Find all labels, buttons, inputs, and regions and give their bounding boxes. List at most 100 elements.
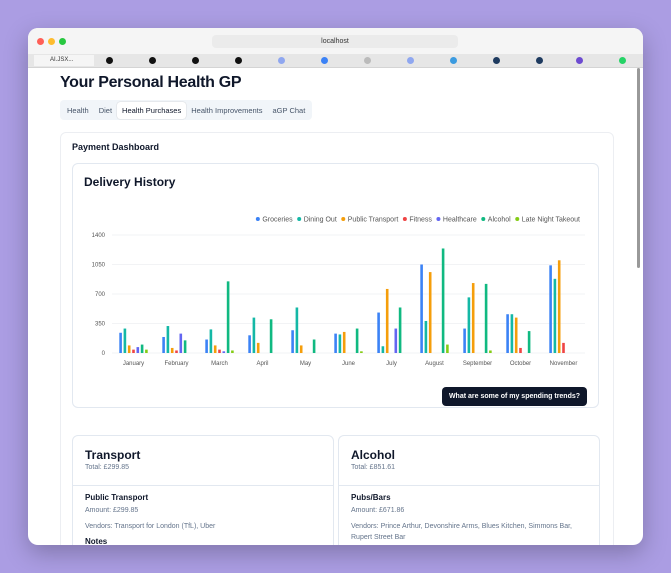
legend-label: Healthcare: [443, 217, 477, 224]
legend-label: Groceries: [262, 217, 293, 224]
legend-swatch: [255, 217, 260, 221]
legend-swatch: [436, 217, 441, 221]
tab-icon[interactable]: [149, 57, 156, 64]
x-tick-label: July: [386, 361, 397, 367]
scrollbar[interactable]: [637, 68, 640, 268]
bar: [446, 344, 449, 353]
bar: [510, 314, 514, 353]
tab-icon[interactable]: [278, 57, 285, 64]
browser-tab[interactable]: AI.JSX...: [34, 55, 94, 66]
bar: [140, 344, 144, 353]
bar: [175, 350, 178, 353]
bar: [342, 331, 346, 353]
bar: [394, 328, 398, 353]
bar: [557, 260, 561, 353]
category-card: Alcohol Total: £851.61 Pubs/Bars Amount: £6…: [338, 435, 600, 545]
legend-swatch: [515, 217, 520, 221]
tab-icon[interactable]: [576, 57, 583, 64]
tab-icon[interactable]: [192, 57, 199, 64]
bar: [506, 314, 509, 353]
tab-icon[interactable]: [235, 57, 242, 64]
toolbar: localhost: [28, 28, 643, 55]
tab-icon[interactable]: [619, 57, 626, 64]
close-button[interactable]: [37, 38, 44, 45]
bar: [252, 317, 256, 353]
card-total: Total: £299.85: [85, 464, 129, 471]
bar: [420, 264, 423, 353]
x-tick-label: September: [463, 361, 492, 367]
legend-swatch: [481, 217, 486, 221]
x-tick-label: November: [550, 361, 578, 367]
nav-tab[interactable]: Diet: [98, 105, 113, 115]
x-tick-label: April: [256, 361, 268, 367]
legend-label: Fitness: [409, 217, 432, 224]
bar: [170, 347, 174, 353]
zoom-button[interactable]: [59, 38, 66, 45]
chart-title: Delivery History: [84, 175, 176, 189]
bar: [334, 333, 337, 353]
dashboard-container: [60, 132, 614, 545]
y-tick-label: 700: [95, 292, 106, 298]
bar: [123, 328, 127, 353]
bar: [145, 349, 148, 353]
bar: [231, 350, 234, 353]
bar: [213, 345, 217, 353]
bar: [295, 307, 299, 353]
bar: [562, 342, 565, 353]
bar: [489, 350, 492, 353]
tab-icon[interactable]: [450, 57, 457, 64]
bar: [179, 333, 183, 353]
tab-icon[interactable]: [364, 57, 371, 64]
trends-button[interactable]: What are some of my spending trends?: [442, 387, 587, 406]
legend-swatch: [402, 217, 407, 221]
nav-tabs: Health Diet Health Purchases Health Improve…: [60, 100, 313, 120]
item-notes: Notes: [85, 537, 108, 545]
tab-icon[interactable]: [106, 57, 113, 64]
bar: [381, 346, 385, 353]
x-tick-label: February: [164, 361, 188, 367]
bar: [132, 349, 135, 353]
divider: [339, 485, 599, 486]
tab-icon[interactable]: [536, 57, 543, 64]
divider: [73, 485, 333, 486]
nav-tab[interactable]: aGP Chat: [272, 105, 306, 115]
address-bar[interactable]: localhost: [212, 35, 458, 48]
bar: [218, 349, 221, 353]
nav-tab[interactable]: Health: [67, 105, 89, 115]
tab-icon[interactable]: [493, 57, 500, 64]
bar: [183, 340, 187, 353]
nav-tab[interactable]: Health Improvements: [191, 105, 263, 115]
legend-label: Public Transport: [348, 217, 399, 224]
bar: [385, 288, 389, 353]
minimize-button[interactable]: [48, 38, 55, 45]
bar: [162, 336, 165, 353]
bar: [553, 278, 557, 353]
bar: [519, 347, 522, 353]
item-amount: Amount: £671.86: [351, 507, 405, 514]
bar: [269, 319, 273, 353]
bar: [398, 307, 402, 353]
tab-icon[interactable]: [321, 57, 328, 64]
bar: [312, 339, 316, 353]
bar: [471, 283, 475, 353]
item-name: Pubs/Bars: [351, 493, 391, 502]
bar: [291, 330, 294, 353]
card-total: Total: £851.61: [351, 464, 395, 471]
category-card: Transport Total: £299.85 Public Transport A…: [72, 435, 334, 545]
legend-swatch: [297, 217, 302, 221]
y-tick-label: 350: [95, 322, 106, 328]
bar: [514, 317, 518, 353]
chart-card: [72, 163, 599, 408]
bar: [209, 329, 213, 353]
item-name: Public Transport: [85, 493, 149, 502]
bar: [377, 312, 380, 353]
bar: [527, 331, 531, 353]
tab-icon[interactable]: [407, 57, 414, 64]
item-amount: Amount: £299.85: [85, 507, 139, 514]
nav-tab[interactable]: Health Purchases: [117, 101, 187, 119]
bar: [256, 342, 260, 353]
bar: [136, 347, 140, 353]
legend-label: Late Night Takeout: [522, 217, 580, 224]
x-tick-label: March: [211, 361, 228, 367]
